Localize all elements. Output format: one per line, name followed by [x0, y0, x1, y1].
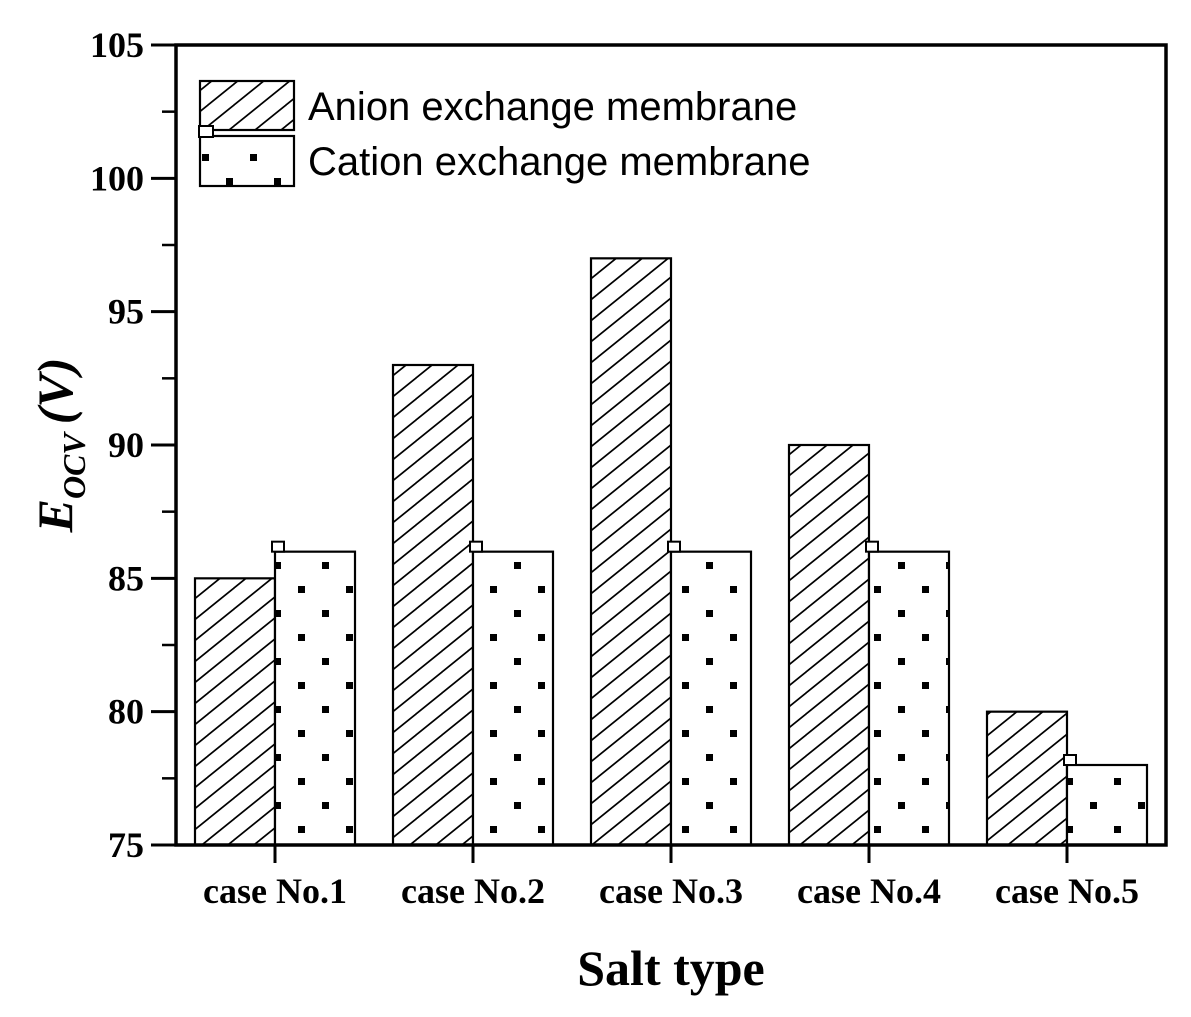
y-tick-label-100: 100 — [90, 158, 144, 198]
legend-label-anion: Anion exchange membrane — [308, 85, 797, 129]
cation-corner-marker-icon-1 — [271, 540, 285, 553]
bar-anion-1 — [193, 577, 277, 847]
legend-label-cation: Cation exchange membrane — [308, 140, 811, 184]
x-tick-label-5: case No.5 — [995, 871, 1139, 911]
y-tick-label-105: 105 — [90, 25, 144, 65]
bar-anion-5 — [985, 710, 1069, 847]
y-title-symbol: E — [27, 499, 83, 533]
cation-corner-marker-icon-4 — [865, 540, 879, 553]
legend-cation-corner-marker-icon — [198, 125, 214, 138]
bar-cation-4 — [867, 550, 951, 847]
y-tick-label-75: 75 — [108, 825, 144, 865]
x-tick-label-4: case No.4 — [797, 871, 941, 911]
bar-anion-3 — [589, 257, 673, 847]
cation-corner-marker-icon-5 — [1063, 754, 1077, 766]
bar-cation-5 — [1065, 763, 1149, 847]
y-title-subscript: OCV — [56, 431, 92, 499]
bars-group — [193, 257, 1149, 847]
bar-cation-1 — [273, 550, 357, 847]
svg-text:EOCV(V): EOCV (V) — [27, 358, 92, 534]
bar-cation-2 — [471, 550, 555, 847]
y-tick-label-85: 85 — [108, 558, 144, 598]
y-title-unit: (V) — [27, 358, 83, 425]
x-tick-label-2: case No.2 — [401, 871, 545, 911]
y-tick-label-90: 90 — [108, 425, 144, 465]
x-tick-label-1: case No.1 — [203, 871, 347, 911]
x-axis-ticks-group: case No.1 case No.2 case No.3 case No.4 case… — [203, 845, 1139, 911]
legend-swatch-anion-hatch — [198, 79, 296, 132]
bar-cation-3 — [669, 550, 753, 847]
cation-corner-marker-icon-3 — [667, 540, 681, 553]
cation-corner-marker-icon-2 — [469, 540, 483, 553]
y-axis-title: EOCV (V) — [27, 358, 92, 534]
y-axis-ticks-group: 75 80 85 90 95 100 105 — [90, 25, 176, 865]
y-tick-label-95: 95 — [108, 292, 144, 332]
x-axis-title: Salt type — [577, 940, 765, 996]
x-tick-label-3: case No.3 — [599, 871, 743, 911]
legend: Anion exchange membrane Cation exchange … — [198, 79, 811, 188]
legend-swatch-cation-dots — [198, 134, 296, 188]
bar-anion-2 — [391, 363, 475, 847]
bar-anion-4 — [787, 443, 871, 847]
y-tick-label-80: 80 — [108, 692, 144, 732]
